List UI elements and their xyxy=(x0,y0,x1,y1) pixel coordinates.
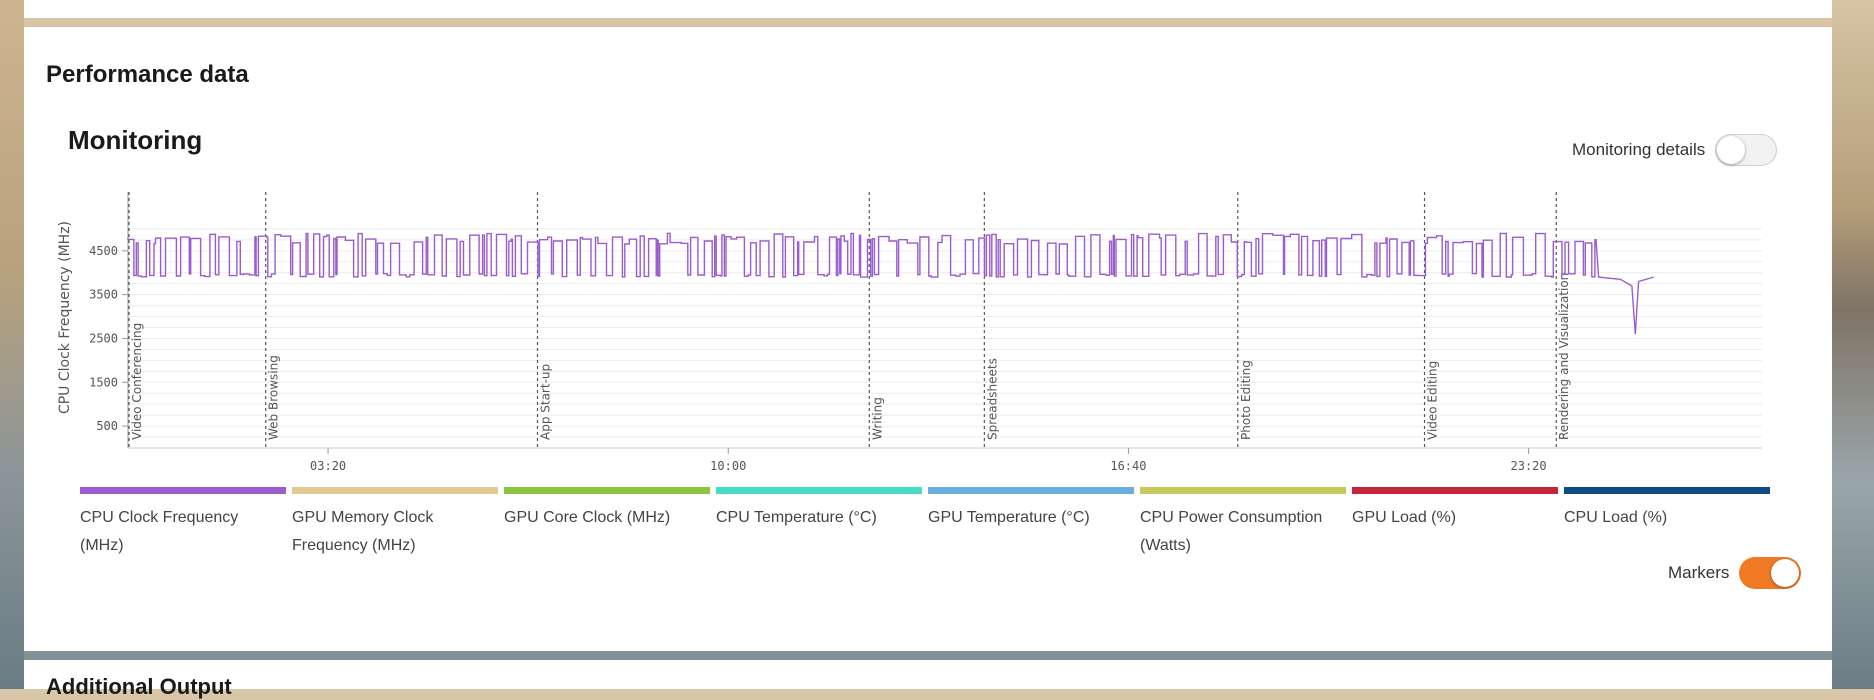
legend-label: GPU Memory Clock Frequency (MHz) xyxy=(292,509,434,554)
toggle-knob xyxy=(1717,136,1746,164)
legend-label: GPU Temperature (°C) xyxy=(928,509,1090,526)
background-right xyxy=(1832,0,1874,689)
legend: CPU Clock Frequency (MHz) GPU Memory Cloc… xyxy=(80,487,1800,560)
x-tick-label: 23:20 xyxy=(1511,459,1547,473)
monitoring-details-toggle[interactable] xyxy=(1715,134,1778,166)
legend-color-bar xyxy=(928,487,1134,494)
marker-label: Rendering and Visualization xyxy=(1557,273,1571,440)
additional-output-title: Additional Output xyxy=(46,674,232,699)
marker-label: Writing xyxy=(870,397,884,440)
markers-label: Markers xyxy=(1668,563,1730,582)
y-tick-label: 4500 xyxy=(89,244,118,258)
performance-data-card: Performance data Monitoring Monitoring d… xyxy=(24,27,1832,651)
legend-label: GPU Load (%) xyxy=(1352,509,1457,526)
legend-label: CPU Load (%) xyxy=(1564,509,1668,526)
marker-label: Web Browsing xyxy=(267,355,281,440)
legend-label: CPU Clock Frequency (MHz) xyxy=(80,509,239,554)
marker-label: Spreadsheets xyxy=(985,358,999,440)
marker-label: App Start-up xyxy=(539,364,553,440)
legend-color-bar xyxy=(1352,487,1558,494)
x-tick-label: 10:00 xyxy=(710,459,746,473)
legend-color-bar xyxy=(1564,487,1770,494)
legend-item[interactable]: GPU Temperature (°C) xyxy=(928,487,1140,560)
legend-label: CPU Temperature (°C) xyxy=(716,509,877,526)
marker-label: Video Editing xyxy=(1426,361,1440,440)
legend-color-bar xyxy=(504,487,710,494)
legend-item[interactable]: GPU Load (%) xyxy=(1352,487,1564,560)
legend-item[interactable]: CPU Load (%) xyxy=(1564,487,1776,560)
legend-item[interactable]: CPU Power Consumption (Watts) xyxy=(1140,487,1352,560)
monitoring-details-label: Monitoring details xyxy=(1572,140,1706,159)
section-title: Performance data xyxy=(46,61,249,88)
legend-label: CPU Power Consumption (Watts) xyxy=(1140,509,1323,554)
markers-control: Markers xyxy=(1668,557,1802,589)
additional-output-card: Additional Output xyxy=(24,660,1832,699)
legend-color-bar xyxy=(716,487,922,494)
previous-section-card xyxy=(24,0,1832,18)
y-tick-label: 2500 xyxy=(89,331,118,345)
cpu-frequency-chart: 500 1500 2500 3500 4500 CPU Clock Frequency (… xyxy=(57,192,1762,473)
y-tick-label: 500 xyxy=(96,419,118,433)
legend-item[interactable]: GPU Core Clock (MHz) xyxy=(504,487,716,560)
legend-item[interactable]: CPU Clock Frequency (MHz) xyxy=(80,487,292,560)
legend-color-bar xyxy=(80,487,286,494)
legend-color-bar xyxy=(1140,487,1346,494)
toggle-knob xyxy=(1771,559,1800,587)
marker-label: Photo Editing xyxy=(1239,360,1253,440)
series-line-cpu-clock-frequency xyxy=(127,232,1654,335)
legend-item[interactable]: GPU Memory Clock Frequency (MHz) xyxy=(292,487,504,560)
legend-label: GPU Core Clock (MHz) xyxy=(504,509,671,526)
monitoring-title: Monitoring xyxy=(68,125,203,155)
y-axis-label: CPU Clock Frequency (MHz) xyxy=(57,221,73,414)
legend-color-bar xyxy=(292,487,498,494)
legend-item[interactable]: CPU Temperature (°C) xyxy=(716,487,928,560)
monitoring-details-control: Monitoring details xyxy=(1572,134,1778,166)
y-tick-label: 3500 xyxy=(89,288,118,302)
markers-toggle[interactable] xyxy=(1739,557,1802,589)
y-tick-label: 1500 xyxy=(89,375,118,389)
x-tick-label: 16:40 xyxy=(1110,459,1146,473)
marker-label: Video Conferencing xyxy=(130,323,144,440)
background-left xyxy=(0,0,24,689)
x-tick-label: 03:20 xyxy=(310,459,346,473)
